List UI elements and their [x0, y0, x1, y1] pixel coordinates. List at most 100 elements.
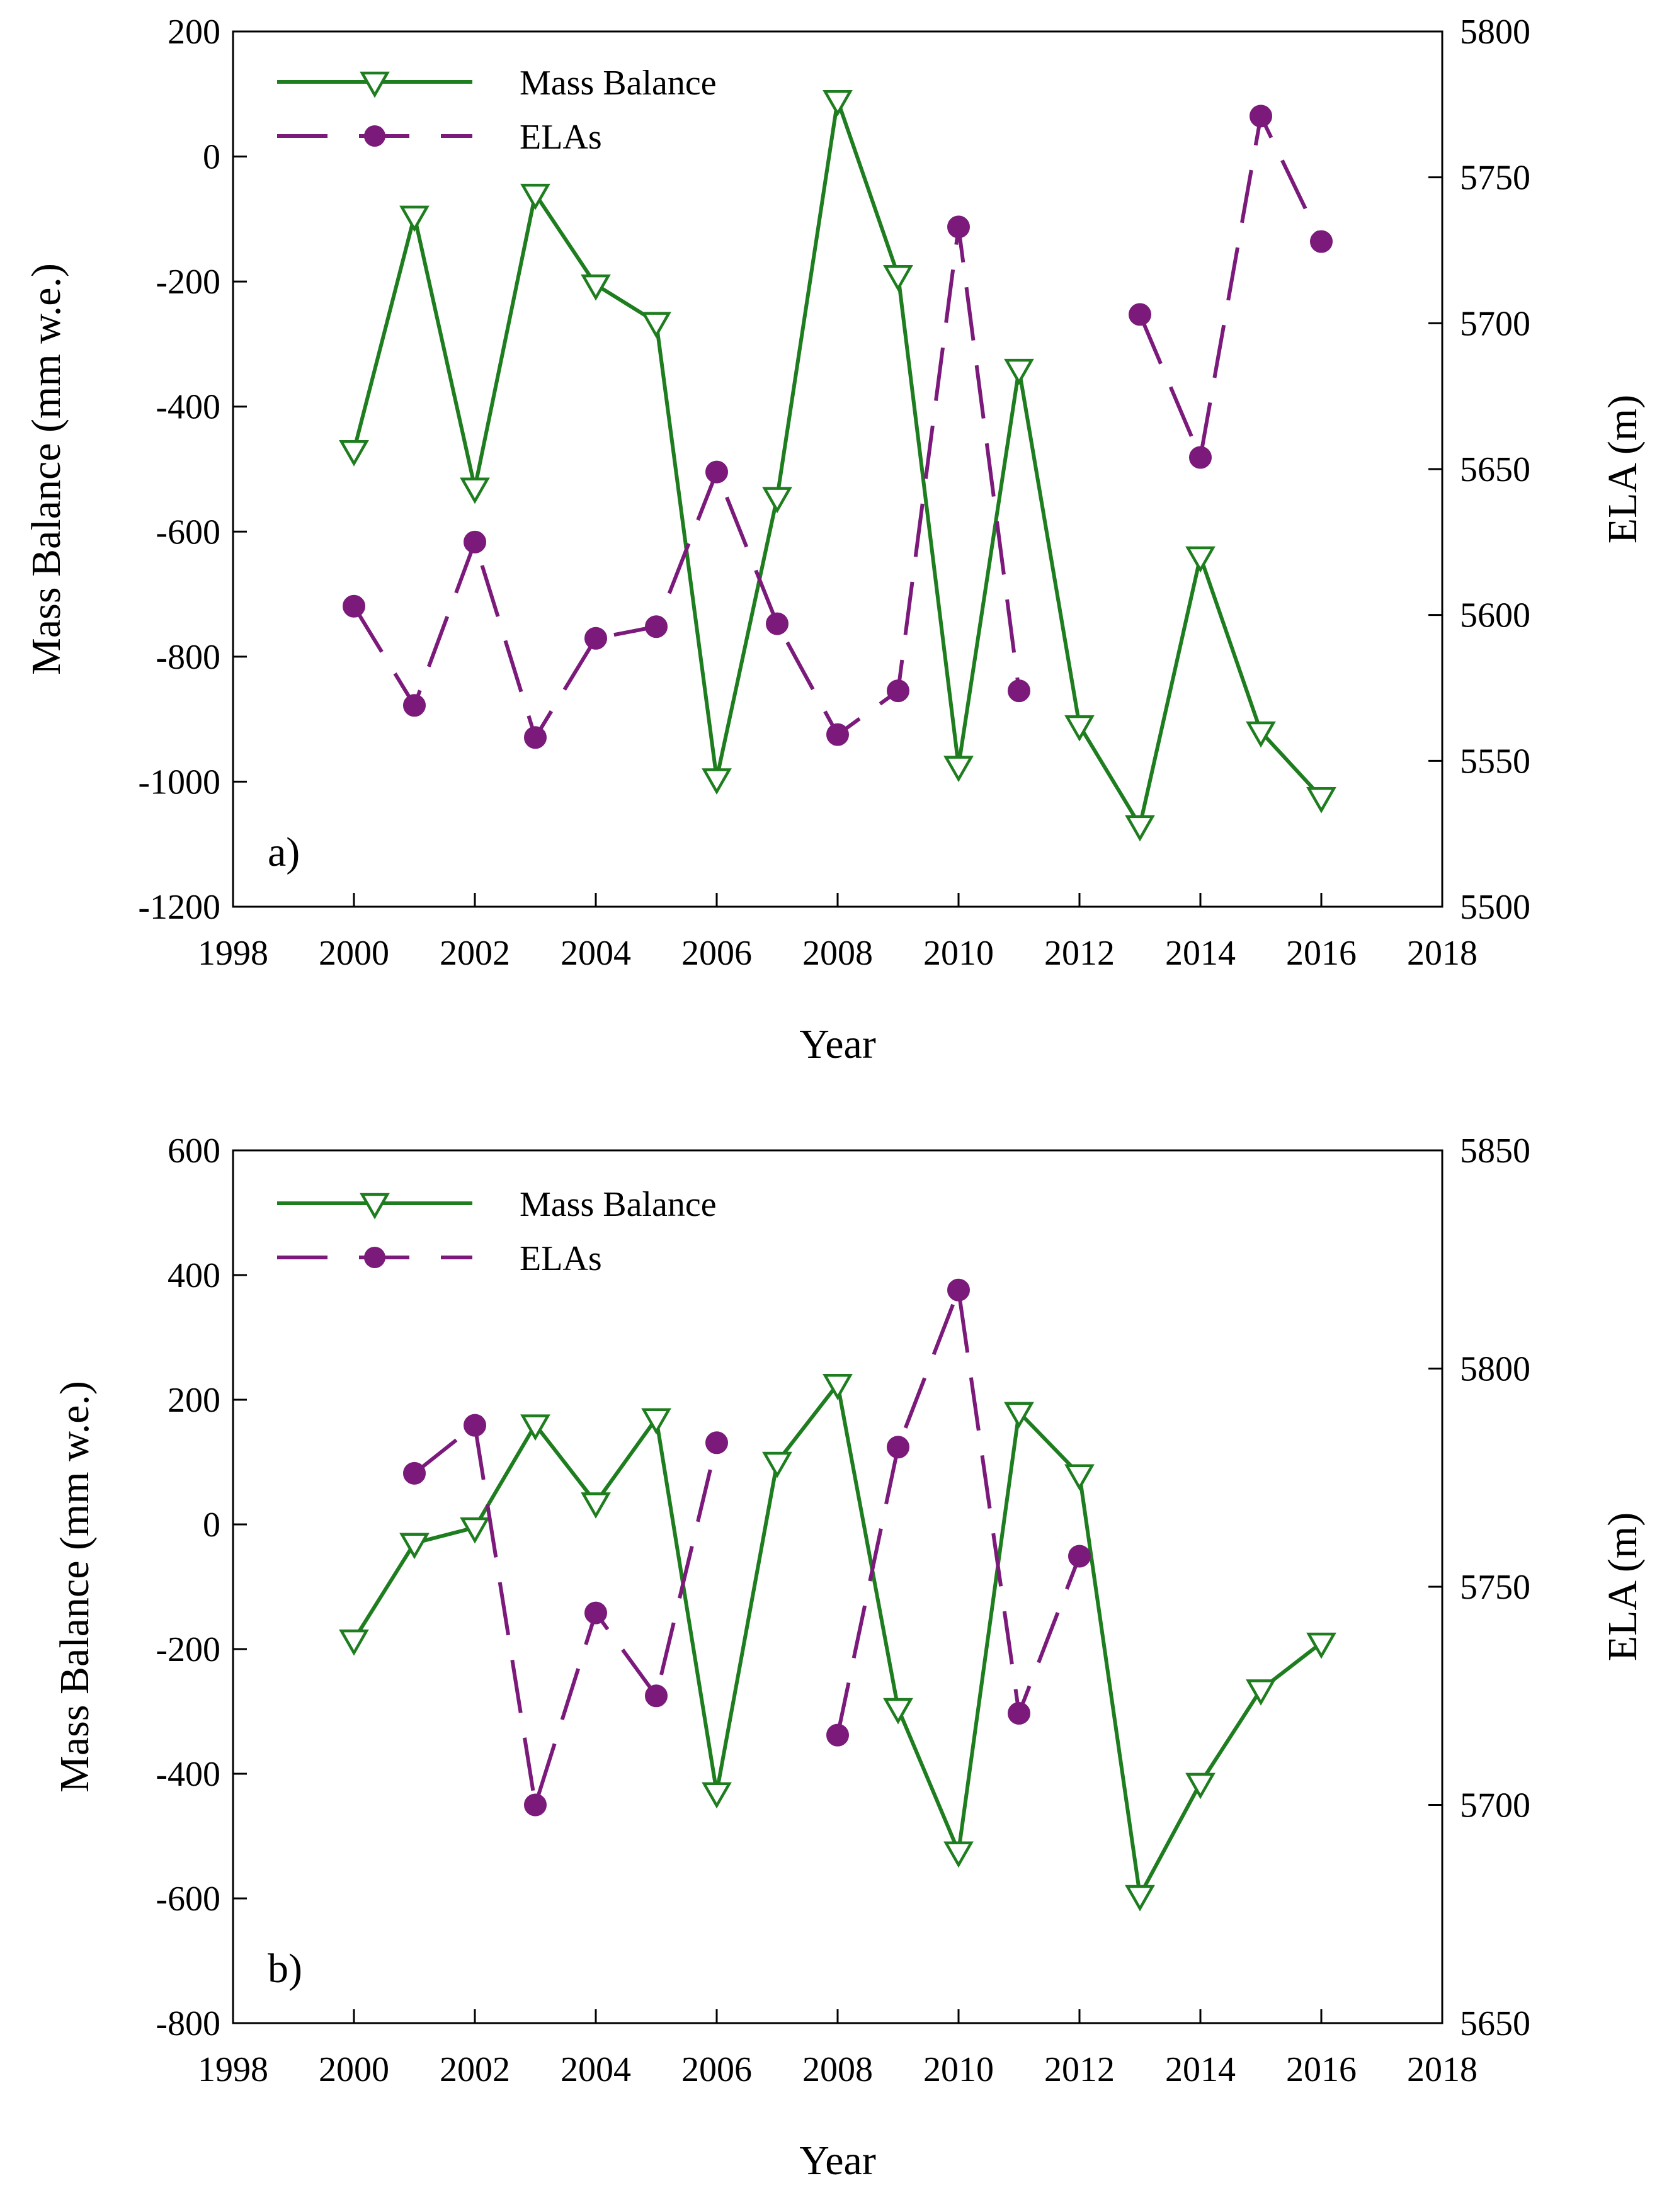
ela-point	[645, 1684, 668, 1708]
panel-label: a)	[268, 829, 300, 875]
mass-balance-point	[1004, 1402, 1034, 1429]
mass-balance-point	[339, 1629, 369, 1656]
x-tick-label: 2016	[1286, 2050, 1357, 2089]
x-tick-label: 2006	[681, 2050, 752, 2089]
chart-panel-b: 1998 2000 2002 2004 2006 2008 2010 2012 2014 2016…	[52, 1132, 1646, 2184]
y-tick-label-left: -200	[156, 263, 220, 302]
y-tick-label-left: -1000	[138, 763, 220, 802]
x-tick-label: 1998	[198, 2050, 268, 2089]
x-tick-label: 2010	[923, 2050, 994, 2089]
plot-frame	[232, 1149, 1443, 2024]
legend-mass-balance-marker	[360, 1193, 390, 1220]
mass-balance-point	[1306, 1632, 1336, 1659]
y-tick-label-left: -200	[156, 1630, 220, 1669]
y-axis-title-left: Mass Balance (mm w.e.)	[52, 1381, 98, 1793]
y-tick-label-left: -400	[156, 1755, 220, 1794]
ela-point	[947, 1278, 970, 1302]
x-tick-label: 2004	[561, 2050, 631, 2089]
legend-ela-marker	[364, 1247, 385, 1268]
ela-point	[524, 726, 547, 749]
y-tick-label-right: 5850	[1460, 1132, 1530, 1171]
y-tick-label-right: 5800	[1460, 13, 1530, 52]
legend-ela-label: ELAs	[520, 1239, 602, 1278]
mass-balance-line	[352, 98, 1323, 827]
ela-line	[352, 225, 1021, 740]
mass-balance-point	[943, 756, 974, 783]
mass-balance-point	[339, 440, 369, 467]
ela-point	[1310, 230, 1333, 253]
y-tick-label-right: 5650	[1460, 450, 1530, 489]
mass-balance-point	[581, 274, 611, 301]
y-axis-title-right: ELA (m)	[1600, 1512, 1646, 1661]
y-tick-label-left: -600	[156, 513, 220, 552]
y-axis-title-left: Mass Balance (mm w.e.)	[23, 263, 69, 675]
x-tick-label: 2002	[440, 2050, 510, 2089]
y-tick-label-right: 5800	[1460, 1350, 1530, 1389]
ela-point	[887, 1436, 909, 1459]
x-tick-label: 2012	[1044, 934, 1115, 973]
y-tick-label-left: 400	[168, 1256, 220, 1295]
x-axis-title: Year	[799, 2138, 876, 2184]
panel-label: b)	[268, 1946, 302, 1992]
mass-balance-point	[1246, 721, 1276, 748]
ela-point	[464, 530, 486, 553]
mass-balance-point	[1185, 1772, 1216, 1800]
x-tick-label: 2008	[802, 2050, 873, 2089]
mass-balance-point	[762, 487, 792, 514]
x-axis-title: Year	[799, 1021, 876, 1067]
y-tick-label-left: -800	[156, 638, 220, 677]
mass-balance-point	[1064, 715, 1095, 742]
mass-balance-point	[460, 477, 490, 504]
ela-point	[1008, 1701, 1030, 1725]
x-tick-label: 2000	[319, 934, 389, 973]
x-tick-label: 2010	[923, 934, 994, 973]
ela-point	[1250, 105, 1272, 128]
mass-balance-point	[641, 1408, 671, 1435]
mass-balance-point	[1004, 358, 1034, 385]
mass-balance-point	[702, 1782, 732, 1809]
ela-point	[1068, 1545, 1091, 1568]
y-tick-label-left: -800	[156, 2004, 220, 2043]
x-tick-label: 2008	[802, 934, 873, 973]
mass-balance-point	[581, 1492, 611, 1519]
y-tick-label-right: 5550	[1460, 742, 1530, 781]
mass-balance-point	[1125, 815, 1155, 842]
y-tick-label-right: 5600	[1460, 596, 1530, 635]
plot-frame	[232, 30, 1443, 908]
mass-balance-point	[399, 1533, 430, 1560]
ela-point	[403, 694, 426, 717]
mass-balance-point	[1246, 1679, 1276, 1706]
mass-balance-line	[352, 1382, 1323, 1898]
mass-balance-point	[460, 1517, 490, 1544]
y-tick-label-left: -400	[156, 388, 220, 427]
ela-line	[836, 1288, 1081, 1736]
mass-balance-point	[762, 1451, 792, 1478]
ela-line	[1138, 114, 1323, 460]
ela-point	[464, 1414, 486, 1437]
mass-balance-point	[883, 264, 913, 292]
mass-balance-point	[823, 1374, 853, 1400]
mass-balance-point	[399, 205, 430, 232]
ela-point	[826, 1723, 849, 1747]
x-tick-label: 2002	[440, 934, 510, 973]
ela-point	[947, 215, 970, 239]
legend-ela-label: ELAs	[520, 118, 602, 157]
y-tick-label-right: 5700	[1460, 304, 1530, 343]
x-tick-label: 2014	[1165, 2050, 1236, 2089]
x-tick-label: 1998	[198, 934, 268, 973]
x-tick-label: 2018	[1407, 2050, 1478, 2089]
mass-balance-point	[1306, 787, 1336, 814]
mass-balance-point	[823, 89, 853, 116]
x-tick-label: 2000	[319, 2050, 389, 2089]
ela-point	[1008, 679, 1030, 703]
y-tick-label-right: 5750	[1460, 159, 1530, 198]
y-tick-label-right: 5500	[1460, 888, 1530, 927]
y-tick-label-left: 200	[168, 13, 220, 52]
y-tick-label-left: 200	[168, 1381, 220, 1420]
y-tick-label-left: 0	[203, 138, 220, 177]
x-tick-label: 2004	[561, 934, 631, 973]
mass-balance-point	[943, 1841, 974, 1868]
ela-point	[766, 612, 789, 635]
mass-balance-point	[883, 1698, 913, 1725]
mass-balance-point	[641, 312, 671, 339]
